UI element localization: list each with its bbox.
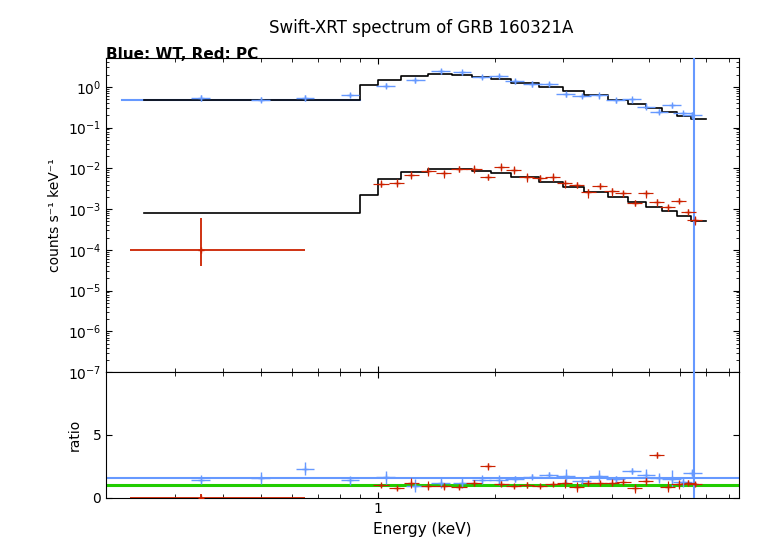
Y-axis label: ratio: ratio xyxy=(67,419,81,451)
Text: Swift-XRT spectrum of GRB 160321A: Swift-XRT spectrum of GRB 160321A xyxy=(268,19,573,37)
X-axis label: Energy (keV): Energy (keV) xyxy=(374,522,471,537)
Text: Blue: WT, Red: PC: Blue: WT, Red: PC xyxy=(106,47,258,62)
Y-axis label: counts s⁻¹ keV⁻¹: counts s⁻¹ keV⁻¹ xyxy=(49,158,62,272)
